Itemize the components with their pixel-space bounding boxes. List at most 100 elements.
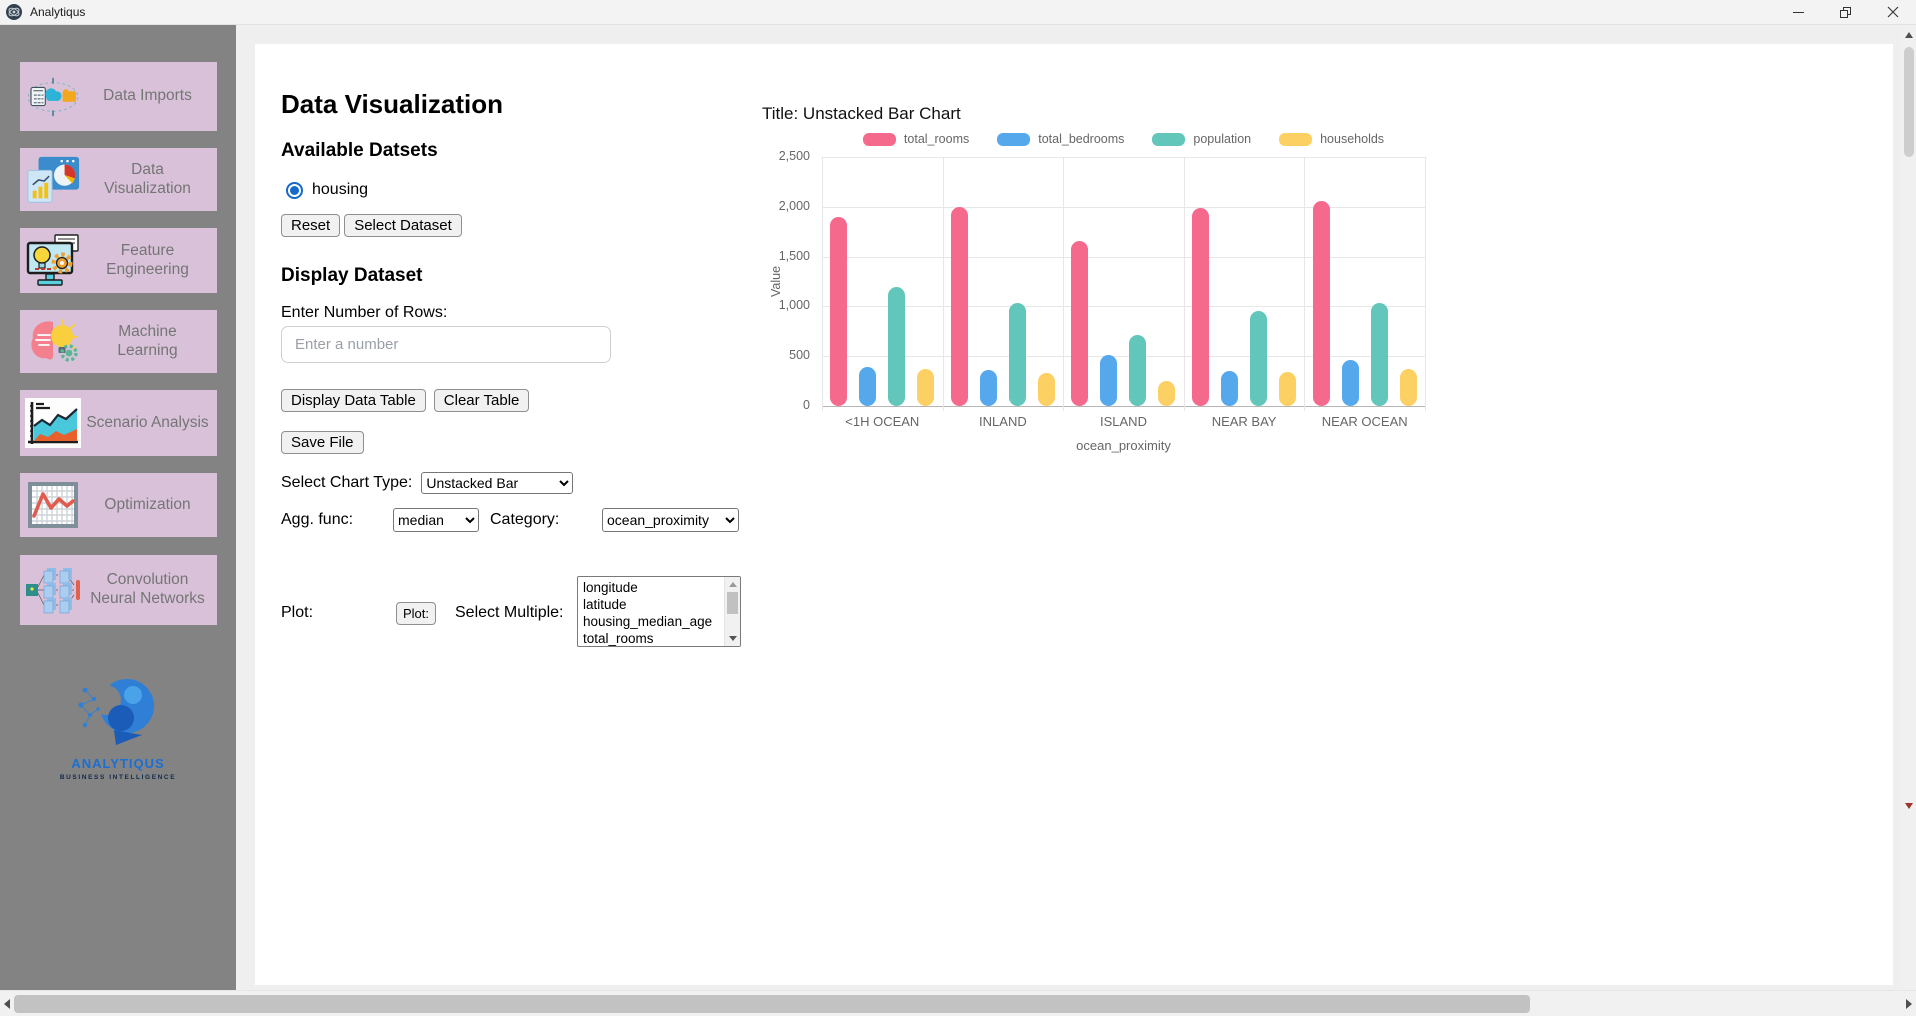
cnn-icon — [20, 563, 86, 617]
x-tick-label: <1H OCEAN — [845, 414, 920, 429]
x-axis-ticks: <1H OCEAN INLAND ISLAND NEAR BAY NEAR OCEAN — [822, 414, 1425, 432]
y-tick-label: 2,500 — [778, 149, 810, 163]
sidebar-logo: ANALYTIQUS BUSINESS INTELLIGENCE — [0, 673, 236, 781]
analytiqus-globe-icon — [6, 4, 22, 20]
sidebar-item-data-imports[interactable]: Data Imports — [20, 62, 217, 131]
title-bar: Analytiqus — [0, 0, 1916, 25]
minimize-button[interactable] — [1775, 0, 1822, 24]
legend-item-population[interactable]: population — [1152, 132, 1251, 146]
housing-radio-label[interactable]: housing — [312, 181, 369, 198]
dataset-radio-row: housing — [286, 181, 368, 199]
sidebar-item-label: Feature Engineering — [106, 241, 189, 278]
scroll-down-icon[interactable] — [1905, 803, 1913, 809]
bar-group-<1H OCEAN — [822, 157, 943, 406]
window-title: Analytiqus — [30, 5, 86, 19]
vertical-gridline — [1304, 157, 1305, 411]
listbox-scroll-thumb[interactable] — [727, 592, 738, 614]
bar-total_bedrooms — [1341, 360, 1359, 406]
column-option-housing_median_age[interactable]: housing_median_age — [583, 614, 713, 629]
bar-total_rooms — [1312, 201, 1330, 406]
column-option-latitude[interactable]: latitude — [583, 597, 627, 612]
category-label: Category: — [490, 511, 560, 528]
sidebar-item-optimization[interactable]: Optimization — [20, 473, 217, 537]
sidebar-item-scenario-analysis[interactable]: Scenario Analysis — [20, 390, 217, 456]
listbox-scrollbar[interactable] — [724, 577, 740, 646]
save-file-button[interactable]: Save File — [281, 431, 364, 454]
radio-dot — [290, 185, 299, 195]
bar-total_bedrooms — [1221, 371, 1239, 406]
reset-button[interactable]: Reset — [281, 214, 341, 237]
table-buttons-row: Display Data Table Clear Table — [281, 389, 530, 412]
sidebar: Data Imports Data Visualization — [0, 25, 236, 990]
clear-table-button[interactable]: Clear Table — [433, 389, 530, 412]
legend-swatch — [1279, 132, 1313, 146]
scroll-left-icon[interactable] — [4, 999, 10, 1009]
sidebar-item-machine-learning[interactable]: Machine Learning — [20, 310, 217, 373]
close-icon — [1887, 6, 1898, 18]
x-axis-label: ocean_proximity — [1076, 438, 1171, 453]
sidebar-item-convolution-neural-networks[interactable]: Convolution Neural Networks — [20, 555, 217, 625]
sidebar-item-label: Data Visualization — [104, 160, 191, 197]
scenario-analysis-icon — [20, 398, 86, 448]
vertical-scroll-thumb[interactable] — [1904, 47, 1914, 157]
bar-population — [1250, 311, 1268, 406]
save-file-row: Save File — [281, 431, 364, 454]
scroll-right-icon[interactable] — [1906, 999, 1912, 1009]
select-dataset-button[interactable]: Select Dataset — [344, 214, 462, 237]
analytiqus-head-logo — [78, 679, 154, 745]
legend-item-total_rooms[interactable]: total_rooms — [862, 132, 970, 146]
data-visualization-icon — [20, 154, 86, 206]
close-button[interactable] — [1869, 0, 1916, 24]
agg-func-select[interactable]: median — [393, 508, 479, 532]
bar-population — [888, 287, 906, 406]
bar-total_bedrooms — [979, 370, 997, 406]
y-tick-label: 500 — [789, 348, 810, 363]
chart-type-label: Select Chart Type: — [281, 474, 413, 491]
scroll-up-icon[interactable] — [1905, 32, 1913, 38]
bar-group-NEAR BAY — [1184, 157, 1305, 406]
gridline — [822, 356, 1425, 358]
x-tick-label: ISLAND — [1100, 414, 1147, 429]
gridline — [822, 406, 1425, 407]
sidebar-item-label: Convolution Neural Networks — [90, 571, 205, 607]
restore-button[interactable] — [1822, 0, 1869, 24]
column-option-total_rooms[interactable]: total_rooms — [583, 631, 654, 646]
bar-population — [1008, 303, 1026, 406]
legend-swatch — [862, 132, 896, 146]
plot-label: Plot: — [281, 604, 314, 621]
x-tick-label: INLAND — [979, 414, 1027, 429]
restore-icon — [1840, 6, 1851, 18]
housing-radio[interactable] — [286, 181, 303, 199]
plot-button[interactable]: Plot: — [396, 602, 437, 625]
column-option-longitude[interactable]: longitude — [583, 580, 638, 595]
horizontal-scroll-thumb[interactable] — [14, 995, 1530, 1013]
bar-total_rooms — [830, 217, 848, 406]
y-tick-label: 0 — [803, 398, 810, 412]
listbox-scroll-up-icon — [729, 582, 737, 587]
plot-row: Plot: Plot: Select Multiple: longitude la… — [281, 576, 761, 648]
bar-households — [1158, 381, 1176, 406]
y-tick-label: 2,000 — [778, 198, 810, 213]
legend-item-households[interactable]: households — [1279, 132, 1384, 146]
chart-panel: Title: Unstacked Bar Chart total_rooms to… — [760, 100, 1460, 500]
sidebar-item-data-visualization[interactable]: Data Visualization — [20, 148, 217, 211]
bar-population — [1129, 335, 1147, 406]
vertical-gridline — [943, 157, 944, 411]
available-datasets-heading: Available Datsets — [281, 140, 438, 161]
sidebar-item-feature-engineering[interactable]: Feature Engineering — [20, 228, 217, 293]
data-imports-icon — [20, 75, 86, 119]
rows-input[interactable] — [281, 326, 611, 363]
category-select[interactable]: ocean_proximity — [602, 508, 739, 532]
legend-label: total_rooms — [903, 132, 970, 146]
y-tick-label: 1,500 — [778, 248, 810, 263]
legend-item-total_bedrooms[interactable]: total_bedrooms — [997, 132, 1124, 146]
chart-type-select[interactable]: Unstacked Bar — [421, 472, 574, 494]
plot-area — [822, 157, 1426, 411]
display-data-table-button[interactable]: Display Data Table — [281, 389, 426, 412]
horizontal-scrollbar[interactable] — [0, 990, 1916, 1016]
chart-type-row: Select Chart Type: Unstacked Bar — [281, 472, 574, 494]
bar-households — [1399, 369, 1417, 406]
vertical-scrollbar[interactable] — [1902, 25, 1916, 990]
